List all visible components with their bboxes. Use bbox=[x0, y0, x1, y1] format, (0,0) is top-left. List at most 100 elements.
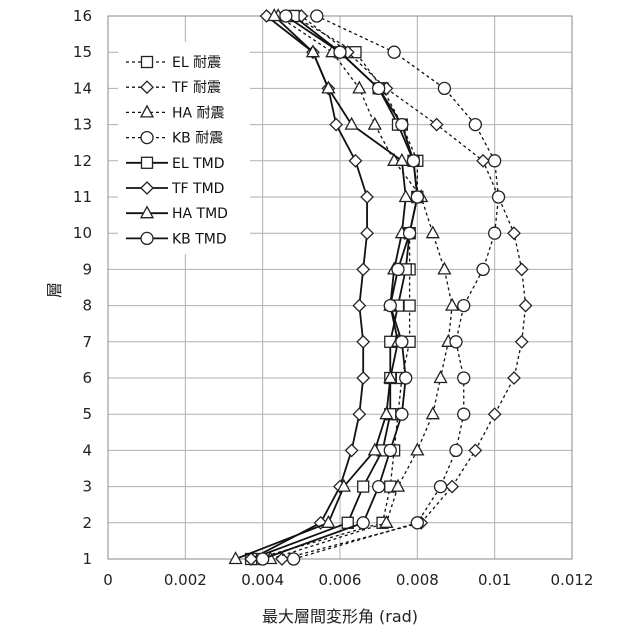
legend-marker bbox=[141, 132, 153, 144]
data-point bbox=[373, 481, 385, 493]
x-tick-label: 0.012 bbox=[551, 571, 594, 589]
data-point bbox=[516, 336, 528, 348]
data-point bbox=[353, 300, 365, 312]
data-point bbox=[404, 300, 415, 311]
data-point bbox=[458, 372, 470, 384]
data-point bbox=[361, 227, 373, 239]
data-point bbox=[450, 336, 462, 348]
data-point bbox=[516, 263, 528, 275]
x-tick-label: 0.002 bbox=[164, 571, 207, 589]
y-tick-label: 13 bbox=[73, 116, 92, 134]
y-tick-labels: 12345678910111213141516 bbox=[73, 7, 92, 568]
y-tick-label: 2 bbox=[82, 514, 92, 532]
y-tick-label: 7 bbox=[82, 333, 92, 351]
data-point bbox=[373, 82, 385, 94]
data-point bbox=[508, 227, 520, 239]
legend: EL 耐震TF 耐震HA 耐震KB 耐震EL TMDTF TMDHA TMDKB… bbox=[118, 42, 250, 254]
data-point bbox=[353, 408, 365, 420]
data-point bbox=[458, 300, 470, 312]
data-point bbox=[411, 444, 423, 455]
data-point bbox=[357, 263, 369, 275]
x-tick-label: 0.008 bbox=[396, 571, 439, 589]
data-point bbox=[369, 118, 381, 129]
y-tick-label: 5 bbox=[82, 405, 92, 423]
series-layer bbox=[230, 10, 532, 566]
x-tick-labels: 0 0.002 0.004 0.006 0.008 0.01 0.012 bbox=[103, 571, 593, 589]
legend-marker bbox=[142, 57, 153, 68]
legend-label: TF 耐震 bbox=[171, 80, 221, 96]
data-point bbox=[257, 553, 269, 565]
data-point bbox=[346, 444, 358, 456]
y-tick-label: 14 bbox=[73, 79, 92, 97]
data-point bbox=[431, 119, 443, 131]
data-point bbox=[357, 336, 369, 348]
series-TF-耐震 bbox=[276, 10, 532, 565]
data-point bbox=[288, 553, 300, 565]
y-tick-label: 9 bbox=[82, 260, 92, 278]
x-tick-label: 0.006 bbox=[319, 571, 362, 589]
y-tick-label: 1 bbox=[82, 550, 92, 568]
x-tick-label: 0.01 bbox=[478, 571, 511, 589]
data-point bbox=[400, 372, 412, 384]
data-point bbox=[435, 372, 447, 383]
data-point bbox=[404, 227, 416, 239]
data-point bbox=[469, 444, 481, 456]
data-point bbox=[280, 10, 292, 22]
x-tick-label: 0.004 bbox=[241, 571, 284, 589]
data-point bbox=[334, 46, 346, 58]
legend-label: KB 耐震 bbox=[172, 131, 223, 147]
data-point bbox=[469, 119, 481, 131]
data-point bbox=[477, 263, 489, 275]
data-point bbox=[361, 191, 373, 203]
y-tick-label: 12 bbox=[73, 152, 92, 170]
data-point bbox=[358, 481, 369, 492]
data-point bbox=[427, 408, 439, 419]
data-point bbox=[396, 336, 408, 348]
data-point bbox=[388, 46, 400, 58]
data-point bbox=[357, 517, 369, 529]
data-point bbox=[384, 300, 396, 312]
data-point bbox=[458, 408, 470, 420]
data-point bbox=[493, 191, 505, 203]
y-tick-label: 8 bbox=[82, 297, 92, 315]
y-tick-label: 16 bbox=[73, 7, 92, 25]
data-point bbox=[508, 372, 520, 384]
legend-label: EL 耐震 bbox=[172, 55, 221, 71]
y-tick-label: 4 bbox=[82, 441, 92, 459]
data-point bbox=[411, 517, 423, 529]
data-point bbox=[411, 191, 423, 203]
legend-label: KB TMD bbox=[172, 231, 227, 247]
legend-marker bbox=[141, 232, 153, 244]
data-point bbox=[357, 372, 369, 384]
data-point bbox=[435, 481, 447, 493]
data-point bbox=[489, 155, 501, 167]
data-point bbox=[346, 118, 358, 129]
y-tick-label: 11 bbox=[73, 188, 92, 206]
data-point bbox=[520, 300, 532, 312]
data-point bbox=[450, 444, 462, 456]
series-line bbox=[251, 16, 367, 559]
data-point bbox=[446, 299, 458, 310]
data-point bbox=[396, 119, 408, 131]
x-tick-label: 0 bbox=[103, 571, 113, 589]
legend-marker bbox=[142, 157, 153, 168]
data-point bbox=[400, 191, 412, 202]
legend-label: TF TMD bbox=[171, 181, 224, 197]
data-point bbox=[489, 227, 501, 239]
x-axis-title: 最大層間変形角 (rad) bbox=[262, 607, 418, 626]
legend-label: HA 耐震 bbox=[172, 105, 225, 121]
y-tick-label: 6 bbox=[82, 369, 92, 387]
series-line bbox=[282, 16, 526, 559]
data-point bbox=[396, 408, 408, 420]
data-point bbox=[384, 444, 396, 456]
y-tick-label: 3 bbox=[82, 478, 92, 496]
data-point bbox=[446, 481, 458, 493]
series-line bbox=[236, 16, 406, 559]
data-point bbox=[438, 263, 450, 274]
data-point bbox=[311, 10, 323, 22]
data-point bbox=[407, 155, 419, 167]
y-tick-label: 15 bbox=[73, 43, 92, 61]
y-tick-label: 10 bbox=[73, 224, 92, 242]
legend-label: EL TMD bbox=[172, 156, 225, 172]
